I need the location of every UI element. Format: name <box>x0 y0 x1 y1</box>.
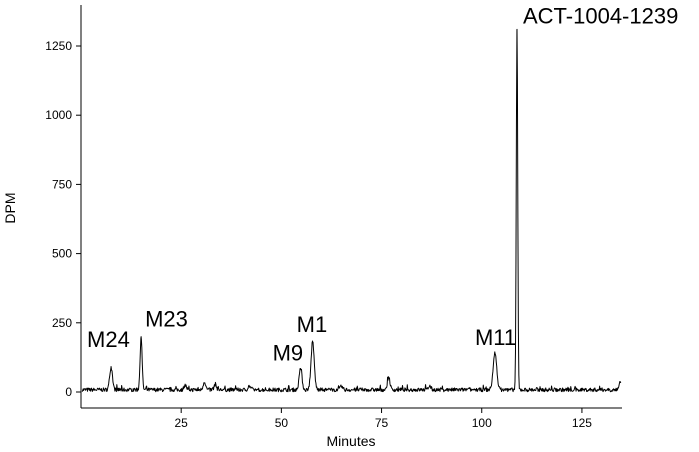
peak-labels: M24 M23 M9 M1 M11 ACT-1004-1239 <box>87 3 678 365</box>
y-tick-label: 500 <box>52 247 72 261</box>
peak-label: M1 <box>297 312 328 337</box>
y-axis: 0 250 500 750 1000 1250 <box>45 5 82 408</box>
radio-trace-line <box>81 28 622 393</box>
x-tick-label: 100 <box>472 416 492 430</box>
x-tick-label: 125 <box>572 416 592 430</box>
peak-label: M24 <box>87 327 130 352</box>
y-tick-label: 250 <box>52 316 72 330</box>
peak-label: M9 <box>273 340 304 365</box>
x-tick-label: 50 <box>275 416 289 430</box>
x-axis-title: Minutes <box>326 433 375 449</box>
y-tick-label: 0 <box>65 385 72 399</box>
peak-label: ACT-1004-1239 <box>523 3 678 28</box>
peak-label: M23 <box>145 307 188 332</box>
x-tick-label: 75 <box>375 416 389 430</box>
y-tick-label: 1250 <box>45 39 72 53</box>
x-tick-label: 25 <box>175 416 189 430</box>
y-axis-title: DPM <box>2 192 18 223</box>
y-tick-label: 750 <box>52 177 72 191</box>
y-tick-label: 1000 <box>45 108 72 122</box>
peak-label: M11 <box>475 325 516 350</box>
x-axis: 25 50 75 100 125 <box>81 407 622 430</box>
